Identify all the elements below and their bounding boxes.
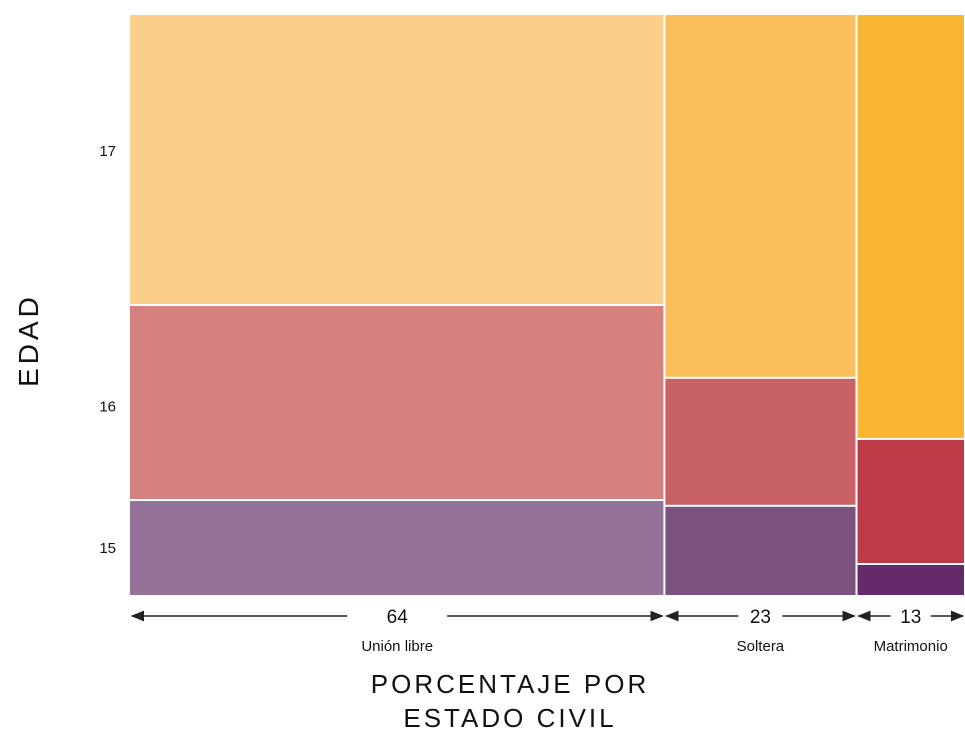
- age-tick-17: 17: [99, 143, 116, 160]
- mosaic-cell-matrimonio-age-16: [857, 439, 964, 563]
- x-axis-title-line-1: PORCENTAJE POR: [371, 669, 649, 699]
- mosaic-cell-matrimonio-age-15: [857, 565, 964, 595]
- mosaic-cell-soltera-age-15: [665, 506, 856, 595]
- mosaic-cell-union-libre-age-16: [130, 306, 664, 499]
- width-label-soltera: 23: [750, 607, 771, 628]
- x-axis-title-line-2: ESTADO CIVIL: [403, 703, 616, 732]
- x-axis-width-annotations: 64 Unión libre 23 Soltera 13 Matrimonio: [130, 607, 965, 655]
- mosaic-cell-soltera-age-16: [665, 378, 856, 505]
- mosaic-cell-matrimonio-age-17: [857, 15, 964, 438]
- category-label-matrimonio: Matrimonio: [874, 638, 948, 655]
- category-label-soltera: Soltera: [737, 638, 785, 655]
- age-tick-15: 15: [99, 540, 116, 557]
- width-label-matrimonio: 13: [900, 607, 921, 628]
- age-tick-16: 16: [99, 399, 116, 416]
- category-label-union-libre: Unión libre: [361, 638, 433, 655]
- age-tick-labels: 17 16 15: [99, 143, 116, 557]
- mosaic-cell-union-libre-age-17: [130, 15, 664, 304]
- y-axis-title: EDAD: [13, 293, 44, 387]
- width-label-union-libre: 64: [387, 607, 409, 628]
- plot-area: [130, 15, 964, 595]
- mosaic-cell-soltera-age-17: [665, 15, 856, 377]
- mosaic-cell-union-libre-age-15: [130, 501, 664, 595]
